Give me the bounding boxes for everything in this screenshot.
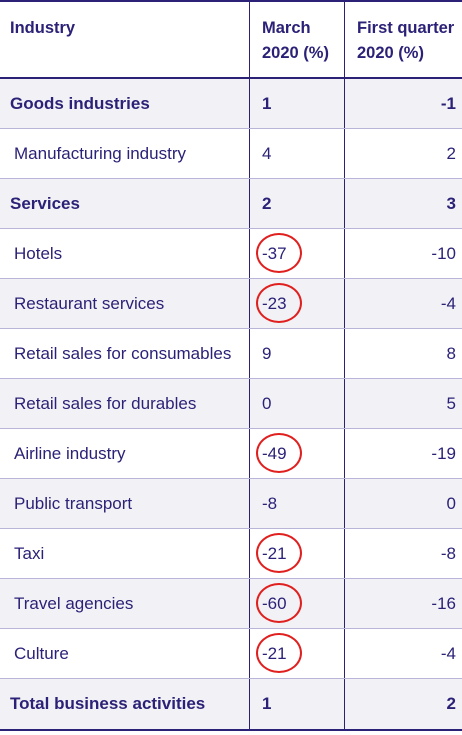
- industry-cell: Restaurant services: [0, 279, 250, 328]
- industry-cell: Retail sales for durables: [0, 379, 250, 428]
- march-cell: 0: [250, 379, 345, 428]
- table-row: Airline industry -49 -19: [0, 429, 462, 479]
- industry-cell: Retail sales for consumables: [0, 329, 250, 378]
- header-march-label: March 2020 (%): [262, 16, 329, 66]
- header-q1-line1: First quarter: [357, 19, 455, 37]
- first-quarter-cell: 0: [446, 493, 456, 513]
- industry-cell: Manufacturing industry: [0, 129, 250, 178]
- march-cell: -21: [250, 529, 345, 578]
- table-row: Hotels -37 -10: [0, 229, 462, 279]
- table-row: Public transport -8 0: [0, 479, 462, 529]
- first-quarter-cell: -1: [440, 93, 456, 113]
- first-quarter-cell: -4: [440, 643, 456, 663]
- first-quarter-cell: -19: [431, 443, 456, 463]
- header-march: March 2020 (%): [250, 2, 345, 77]
- march-value: 0: [262, 393, 272, 413]
- march-cell: -60: [250, 579, 345, 628]
- march-value: 1: [262, 93, 272, 113]
- header-q1-label: First quarter 2020 (%): [357, 16, 454, 66]
- march-value: -21: [262, 543, 287, 563]
- industry-cell: Travel agencies: [0, 579, 250, 628]
- industry-cell: Public transport: [0, 479, 250, 528]
- march-cell: -37: [250, 229, 345, 278]
- industry-cell: Taxi: [0, 529, 250, 578]
- industry-cell: Culture: [0, 629, 250, 678]
- march-value: -21: [262, 643, 287, 663]
- header-first-quarter: First quarter 2020 (%): [345, 2, 462, 77]
- march-cell: 1: [250, 79, 345, 128]
- first-quarter-cell: -4: [440, 293, 456, 313]
- table-row: Restaurant services -23 -4: [0, 279, 462, 329]
- first-quarter-cell: -16: [431, 593, 456, 613]
- first-quarter-cell: 5: [446, 393, 456, 413]
- march-value: -49: [262, 443, 287, 463]
- table-row: Goods industries 1 -1: [0, 79, 462, 129]
- table-row: Total business activities 1 2: [0, 679, 462, 729]
- table-row: Culture -21 -4: [0, 629, 462, 679]
- industry-cell: Hotels: [0, 229, 250, 278]
- header-q1-line2: 2020 (%): [357, 44, 424, 62]
- march-value: -23: [262, 293, 287, 313]
- table-header-row: Industry March 2020 (%) First quarter 20…: [0, 2, 462, 79]
- march-cell: 1: [250, 679, 345, 729]
- first-quarter-cell: 2: [446, 694, 456, 713]
- march-value: -8: [262, 493, 278, 513]
- march-value: 1: [262, 694, 272, 713]
- industry-cell: Goods industries: [0, 79, 250, 128]
- table-row: Taxi -21 -8: [0, 529, 462, 579]
- header-march-line2: 2020 (%): [262, 44, 329, 62]
- march-value: -37: [262, 243, 287, 263]
- industry-cell: Total business activities: [0, 679, 250, 729]
- table-row: Manufacturing industry 4 2: [0, 129, 462, 179]
- header-march-line1: March: [262, 19, 311, 37]
- march-value: 4: [262, 143, 272, 163]
- march-cell: -21: [250, 629, 345, 678]
- march-value: 2: [262, 193, 272, 213]
- march-cell: -8: [250, 479, 345, 528]
- table-row: Retail sales for consumables 9 8: [0, 329, 462, 379]
- march-cell: -49: [250, 429, 345, 478]
- first-quarter-cell: 2: [446, 143, 456, 163]
- march-value: 9: [262, 343, 272, 363]
- table-row: Services 2 3: [0, 179, 462, 229]
- march-cell: 9: [250, 329, 345, 378]
- march-value: -60: [262, 593, 287, 613]
- march-cell: 4: [250, 129, 345, 178]
- table-row: Retail sales for durables 0 5: [0, 379, 462, 429]
- first-quarter-cell: -8: [440, 543, 456, 563]
- header-industry-label: Industry: [10, 19, 76, 37]
- first-quarter-cell: -10: [431, 243, 456, 263]
- header-industry: Industry: [0, 2, 250, 77]
- march-cell: -23: [250, 279, 345, 328]
- industry-cell: Airline industry: [0, 429, 250, 478]
- industry-cell: Services: [0, 179, 250, 228]
- first-quarter-cell: 3: [446, 193, 456, 213]
- march-cell: 2: [250, 179, 345, 228]
- table-row: Travel agencies -60 -16: [0, 579, 462, 629]
- first-quarter-cell: 8: [446, 343, 456, 363]
- table-body: Goods industries 1 -1 Manufacturing industr…: [0, 79, 462, 729]
